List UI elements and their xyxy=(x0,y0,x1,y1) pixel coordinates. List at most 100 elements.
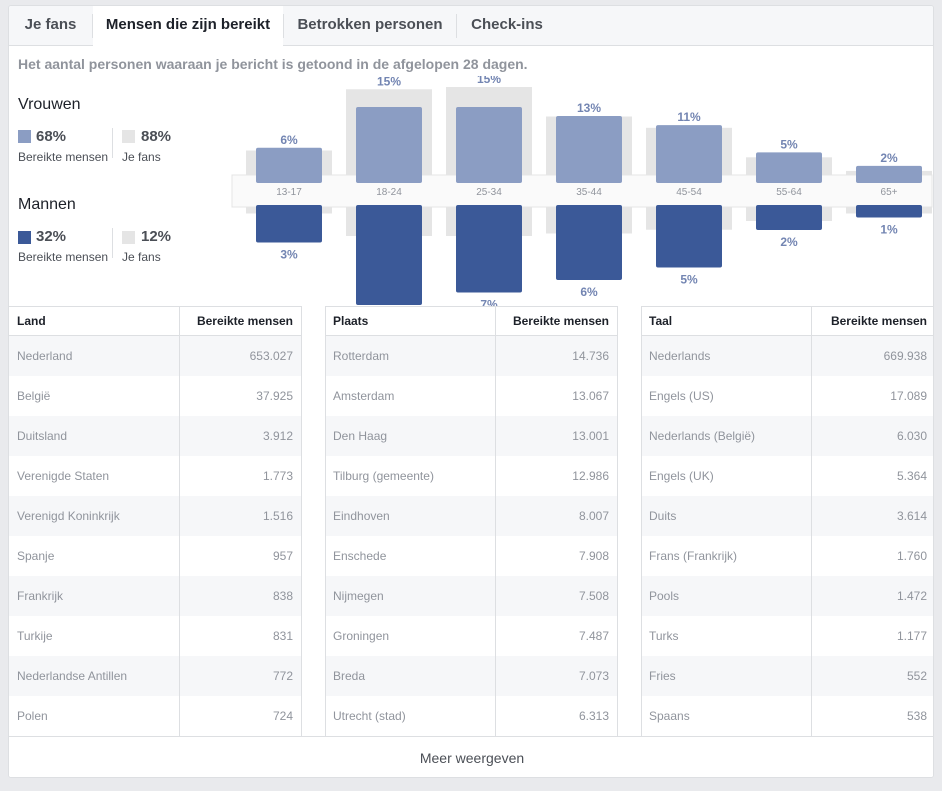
language-name-cell: Duits xyxy=(649,509,677,523)
women-reached-label: Bereikte mensen xyxy=(18,150,109,164)
table-row: Turks 1.177 xyxy=(641,616,933,656)
table-row: België 37.925 xyxy=(9,376,301,416)
city-value-cell: 7.073 xyxy=(578,669,609,683)
table-row: Den Haag 13.001 xyxy=(325,416,617,456)
city-col-header[interactable]: Plaats xyxy=(333,314,369,328)
column-divider xyxy=(179,306,180,736)
legend-divider xyxy=(112,228,113,258)
language-table-header: Taal Bereikte mensen xyxy=(641,306,933,336)
table-row: Nederland 653.027 xyxy=(9,336,301,376)
age-tick-label: 25-34 xyxy=(476,187,502,198)
country-name-cell: Polen xyxy=(17,709,48,723)
country-value-cell: 957 xyxy=(272,549,293,563)
country-value-cell: 724 xyxy=(272,709,293,723)
men-bar xyxy=(856,205,922,218)
country-value-cell: 831 xyxy=(272,629,293,643)
tab-engaged[interactable]: Betrokken personen xyxy=(297,16,443,33)
country-value-cell: 772 xyxy=(272,669,293,683)
men-bar xyxy=(556,205,622,280)
country-value-cell: 37.925 xyxy=(256,389,293,403)
language-value-cell: 1.472 xyxy=(896,589,927,603)
city-name-cell: Rotterdam xyxy=(333,349,390,363)
age-tick-label: 13-17 xyxy=(276,187,302,198)
city-name-cell: Enschede xyxy=(333,549,387,563)
city-value-cell: 7.487 xyxy=(578,629,609,643)
country-value-cell: 1.516 xyxy=(262,509,293,523)
women-bar xyxy=(856,165,922,183)
show-more-button[interactable]: Meer weergeven xyxy=(9,736,933,777)
language-name-cell: Fries xyxy=(649,669,676,683)
language-name-cell: Engels (UK) xyxy=(649,469,714,483)
country-name-cell: België xyxy=(17,389,51,403)
country-name-cell: Nederlandse Antillen xyxy=(17,669,128,683)
city-value-cell: 7.508 xyxy=(578,589,609,603)
table-row: Frankrijk 838 xyxy=(9,576,301,616)
men-data-label: 5% xyxy=(680,273,698,287)
table-row: Breda 7.073 xyxy=(325,656,617,696)
language-value-cell: 1.177 xyxy=(896,629,927,643)
women-bar xyxy=(556,116,622,183)
country-col-header[interactable]: Land xyxy=(17,314,46,328)
column-divider xyxy=(617,306,618,736)
country-value-cell: 838 xyxy=(272,589,293,603)
women-data-label: 15% xyxy=(377,76,401,88)
tab-checkins[interactable]: Check-ins xyxy=(471,16,543,33)
table-row: Polen 724 xyxy=(9,696,301,736)
men-reached-label: Bereikte mensen xyxy=(18,250,109,264)
city-name-cell: Breda xyxy=(333,669,366,683)
age-tick-label: 18-24 xyxy=(376,187,402,198)
tab-fans[interactable]: Je fans xyxy=(24,16,77,33)
men-data-label: 2% xyxy=(780,235,798,249)
men-bar xyxy=(256,205,322,243)
language-col-header[interactable]: Taal xyxy=(649,314,673,328)
women-data-label: 2% xyxy=(880,151,898,165)
tab-divider xyxy=(92,14,93,38)
men-data-label: 7% xyxy=(480,298,498,309)
men-data-label: 6% xyxy=(580,285,598,299)
table-row: Verenigd Koninkrijk 1.516 xyxy=(9,496,301,536)
city-value-cell: 12.986 xyxy=(572,469,609,483)
women-bar xyxy=(456,106,522,183)
country-value-cell: 1.773 xyxy=(262,469,293,483)
tab-divider xyxy=(283,14,284,38)
table-row: Engels (US) 17.089 xyxy=(641,376,933,416)
table-row: Groningen 7.487 xyxy=(325,616,617,656)
table-row: Utrecht (stad) 6.313 xyxy=(325,696,617,736)
language-name-cell: Turks xyxy=(649,629,679,643)
city-value-cell: 13.001 xyxy=(572,429,609,443)
table-row: Duitsland 3.912 xyxy=(9,416,301,456)
men-bar xyxy=(356,205,422,305)
country-name-cell: Turkije xyxy=(17,629,53,643)
country-reached-col-header[interactable]: Bereikte mensen xyxy=(196,314,293,328)
page-subtitle: Het aantal personen waaraan je bericht i… xyxy=(18,56,528,72)
legend-divider xyxy=(112,128,113,158)
women-bar xyxy=(656,125,722,183)
table-row: Rotterdam 14.736 xyxy=(325,336,617,376)
table-row: Verenigde Staten 1.773 xyxy=(9,456,301,496)
table-row: Amsterdam 13.067 xyxy=(325,376,617,416)
women-data-label: 5% xyxy=(780,137,798,151)
table-row: Eindhoven 8.007 xyxy=(325,496,617,536)
column-divider xyxy=(811,306,812,736)
tab-bar: Je fans Mensen die zijn bereikt Betrokke… xyxy=(9,6,933,46)
men-bar xyxy=(656,205,722,268)
city-name-cell: Eindhoven xyxy=(333,509,390,523)
city-value-cell: 7.908 xyxy=(578,549,609,563)
men-fans-swatch xyxy=(122,231,135,244)
column-divider xyxy=(325,306,326,736)
language-reached-col-header[interactable]: Bereikte mensen xyxy=(830,314,927,328)
city-reached-col-header[interactable]: Bereikte mensen xyxy=(512,314,609,328)
language-value-cell: 1.760 xyxy=(896,549,927,563)
country-name-cell: Verenigd Koninkrijk xyxy=(17,509,120,523)
age-gender-chart: 6%3%13-1715%8%18-2415%7%25-3413%6%35-441… xyxy=(231,76,933,309)
women-bar xyxy=(356,106,422,183)
table-row: Duits 3.614 xyxy=(641,496,933,536)
column-divider xyxy=(301,306,302,736)
tab-reached[interactable]: Mensen die zijn bereikt xyxy=(93,6,283,46)
women-data-label: 15% xyxy=(477,76,501,86)
country-table: Land Bereikte mensen Nederland 653.027 Bel… xyxy=(9,306,302,736)
language-value-cell: 669.938 xyxy=(883,349,927,363)
age-tick-label: 65+ xyxy=(881,187,898,198)
city-name-cell: Amsterdam xyxy=(333,389,395,403)
table-row: Spaans 538 xyxy=(641,696,933,736)
